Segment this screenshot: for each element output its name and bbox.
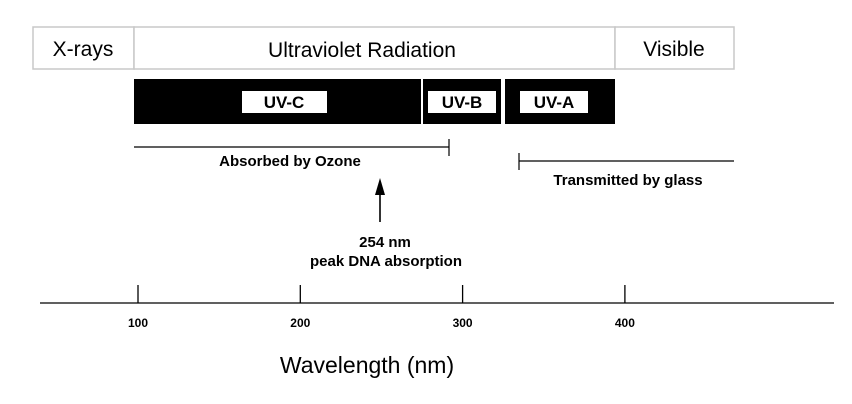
visible-band-box	[614, 26, 735, 70]
xrays-band-label: X-rays	[53, 38, 114, 61]
xrays-band-box	[32, 26, 135, 70]
uvb-label: UV-B	[442, 93, 483, 112]
axis-tick-label-100: 100	[128, 316, 148, 330]
ultraviolet-band-label: Ultraviolet Radiation	[268, 39, 456, 62]
ozone-range: Absorbed by Ozone	[134, 139, 450, 170]
ultraviolet-band-box	[133, 26, 616, 70]
uvc-label: UV-C	[264, 93, 305, 112]
uvb-label-box	[428, 91, 496, 113]
dna-peak-arrow-head	[375, 178, 385, 195]
axis-tick-label-200: 200	[290, 316, 310, 330]
uv-subband-row: UV-C UV-B UV-A	[134, 79, 615, 124]
uvc-label-box	[242, 91, 327, 113]
glass-range-label: Transmitted by glass	[553, 172, 702, 189]
uva-label-box	[520, 91, 588, 113]
dna-peak-caption: peak DNA absorption	[310, 253, 462, 270]
wavelength-axis: 100 200 300 400 Wavelength (nm)	[40, 285, 834, 378]
axis-ticks: 100 200 300 400	[128, 285, 635, 330]
glass-range: Transmitted by glass	[518, 153, 734, 189]
axis-tick-label-300: 300	[453, 316, 473, 330]
axis-title: Wavelength (nm)	[280, 352, 454, 378]
axis-tick-label-400: 400	[615, 316, 635, 330]
uva-label: UV-A	[534, 93, 575, 112]
spectrum-band-row: X-rays Ultraviolet Radiation Visible	[32, 26, 735, 70]
dna-peak-value-label: 254 nm	[359, 234, 411, 251]
visible-band-label: Visible	[643, 38, 704, 61]
ozone-range-label: Absorbed by Ozone	[219, 153, 361, 170]
dna-peak-marker: 254 nm peak DNA absorption	[310, 178, 462, 270]
